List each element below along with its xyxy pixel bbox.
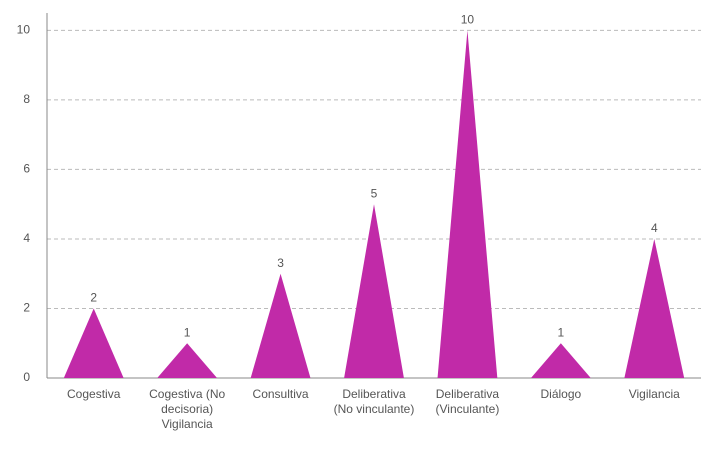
data-label: 5 bbox=[371, 186, 378, 200]
data-label: 1 bbox=[558, 325, 565, 339]
x-tick-label: Cogestiva bbox=[67, 387, 121, 401]
y-tick-label: 10 bbox=[17, 23, 31, 37]
bar bbox=[437, 30, 498, 379]
x-tick-label: Diálogo bbox=[540, 387, 582, 401]
x-tick-label: Consultiva bbox=[252, 387, 309, 401]
bar bbox=[250, 273, 311, 378]
bar bbox=[344, 204, 404, 378]
data-label: 10 bbox=[461, 13, 475, 27]
bar bbox=[530, 343, 591, 378]
data-label: 1 bbox=[184, 325, 191, 339]
y-tick-label: 2 bbox=[23, 301, 30, 315]
x-tick-label: Deliberativa (No vinculante) bbox=[333, 387, 415, 416]
data-label: 4 bbox=[651, 221, 658, 235]
y-tick-label: 0 bbox=[23, 370, 30, 384]
y-tick-label: 4 bbox=[23, 231, 30, 245]
x-tick-label: Vigilancia bbox=[628, 387, 680, 401]
data-label: 3 bbox=[277, 256, 284, 270]
bar bbox=[63, 308, 124, 378]
bar bbox=[157, 343, 218, 378]
x-tick-label: Cogestiva (No decisoria) Vigilancia bbox=[149, 387, 226, 431]
y-tick-label: 8 bbox=[23, 92, 30, 106]
y-tick-label: 6 bbox=[23, 162, 30, 176]
x-tick-label: Deliberativa (Vinculante) bbox=[435, 387, 500, 416]
data-label: 2 bbox=[90, 291, 97, 305]
bar bbox=[624, 238, 685, 378]
